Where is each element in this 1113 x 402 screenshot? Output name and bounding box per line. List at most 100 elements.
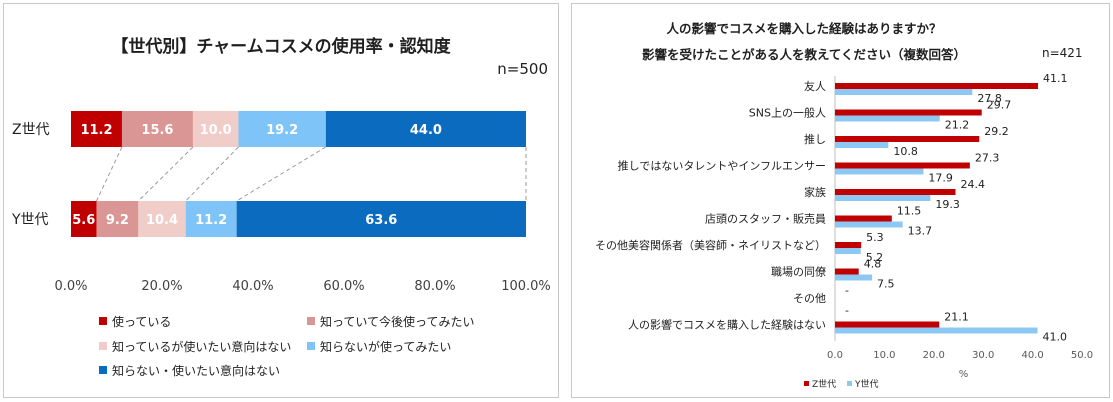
- right-sample-size: n=421: [1042, 46, 1083, 60]
- bar-segment: [192, 111, 239, 147]
- bar: [835, 327, 1038, 334]
- bar: [835, 195, 931, 201]
- bar: [835, 215, 892, 222]
- right-chart-title-line1: 人の影響でコスメを購入した経験はありますか？: [666, 21, 941, 36]
- data-label: 19.2: [266, 123, 298, 138]
- series-connector-line: [185, 146, 239, 202]
- data-label: 29.2: [984, 125, 1009, 138]
- category-label: SNS上の一般人: [749, 107, 826, 120]
- bar: [835, 83, 1039, 89]
- data-label: 9.2: [106, 213, 129, 228]
- data-label: -: [845, 284, 849, 297]
- data-label: 44.0: [410, 123, 442, 138]
- bar-segment: [185, 201, 237, 237]
- bar-segment: [238, 111, 326, 147]
- category-label: 推し: [804, 132, 826, 146]
- left-sample-size: n=500: [497, 60, 548, 78]
- data-label: 11.2: [195, 213, 227, 228]
- data-label: -: [845, 304, 849, 317]
- data-label: 24.4: [961, 178, 986, 191]
- legend-label: 知らない・使いたい意向はない: [112, 363, 280, 378]
- bar: [835, 162, 970, 169]
- data-label: 27.8: [977, 92, 1002, 105]
- data-label: 5.3: [866, 231, 884, 244]
- bar: [835, 136, 980, 142]
- legend-item: Z世代: [804, 378, 836, 390]
- data-label: 7.5: [877, 278, 895, 291]
- x-tick-label: 0.0: [827, 350, 843, 361]
- legend-item: 知っていて今後使ってみたい: [307, 314, 474, 329]
- category-label: その他: [793, 292, 826, 305]
- series-connector-line: [236, 146, 327, 202]
- category-label: その他美容関係者（美容師・ネイリストなど）: [595, 238, 826, 252]
- legend-item: 知らないが使ってみたい: [307, 339, 451, 354]
- bar: [835, 268, 859, 275]
- category-label: 家族: [804, 185, 826, 199]
- category-label: Y世代: [11, 212, 49, 228]
- data-label: 10.4: [146, 213, 178, 228]
- right-chart-panel: 人の影響でコスメを購入した経験はありますか？ 影響を受けたことがある人を教えてく…: [571, 3, 1110, 398]
- x-tick-label: 0.0%: [54, 279, 87, 294]
- x-tick-label: 80.0%: [414, 279, 455, 294]
- bar-segment: [236, 201, 526, 237]
- x-axis-title: %: [959, 369, 969, 380]
- x-tick-label: 40.0: [1021, 350, 1043, 361]
- category-label: 店頭のスタッフ・販売員: [705, 212, 826, 226]
- data-label: 21.2: [945, 119, 970, 132]
- data-label: 11.2: [80, 123, 112, 138]
- x-tick-label: 10.0: [873, 350, 895, 361]
- legend-label: 知っていて今後使ってみたい: [320, 314, 474, 329]
- legend-swatch: [99, 366, 107, 374]
- data-label: 41.1: [1043, 72, 1068, 85]
- x-tick-label: 20.0: [923, 350, 945, 361]
- data-label: 11.5: [897, 205, 922, 218]
- legend-swatch: [307, 317, 315, 325]
- data-label: 19.3: [935, 198, 960, 211]
- bar-segment: [71, 201, 97, 237]
- bar: [835, 221, 903, 228]
- legend-swatch: [307, 342, 315, 350]
- legend-swatch: [99, 317, 107, 325]
- legend-item: 知っているが使いたい意向はない: [99, 339, 291, 354]
- grouped-bar-chart: 人の影響でコスメを購入した経験はありますか？ 影響を受けたことがある人を教えてく…: [595, 21, 1093, 390]
- legend-item: 知らない・使いたい意向はない: [99, 363, 280, 378]
- legend-label: 知っているが使いたい意向はない: [112, 339, 291, 354]
- data-label: 29.7: [987, 99, 1012, 112]
- bar: [835, 115, 940, 122]
- legend-item: Y世代: [847, 378, 879, 390]
- legend-label: 知らないが使ってみたい: [320, 339, 451, 354]
- bar-segment: [96, 201, 139, 237]
- bar: [835, 109, 982, 116]
- x-tick-label: 60.0%: [323, 279, 364, 294]
- data-label: 13.7: [908, 225, 933, 238]
- right-chart-title-line2: 影響を受けたことがある人を教えてください（複数回答）: [642, 47, 966, 62]
- legend-item: 使っている: [99, 314, 171, 329]
- data-label: 5.2: [866, 251, 884, 264]
- legend-swatch: [99, 342, 107, 350]
- left-chart-panel: 【世代別】チャームコスメの使用率・認知度 n=500 Z世代 11.2 15.6 10…: [3, 3, 559, 398]
- legend-swatch: [847, 381, 852, 386]
- data-label: 63.6: [365, 213, 397, 228]
- legend-swatch: [804, 381, 809, 386]
- x-tick-label: 40.0%: [232, 279, 273, 294]
- x-tick-label: 50.0: [1071, 350, 1093, 361]
- x-tick-label: 100.0%: [501, 279, 551, 294]
- category-label: 人の影響でコスメを購入した経験はない: [628, 318, 826, 332]
- stacked-bar-chart: 【世代別】チャームコスメの使用率・認知度 n=500 Z世代 11.2 15.6 10…: [11, 36, 551, 378]
- bar-segment: [121, 111, 193, 147]
- data-label: 41.0: [1043, 331, 1068, 344]
- data-label: 17.9: [928, 172, 953, 185]
- data-label: 21.1: [944, 311, 969, 324]
- bar-segment: [325, 111, 526, 147]
- bar: [835, 248, 861, 254]
- category-label: 職場の同僚: [771, 266, 826, 279]
- category-label: Z世代: [12, 122, 50, 138]
- legend-label: 使っている: [112, 314, 171, 329]
- bar: [835, 242, 862, 248]
- data-label: 15.6: [141, 123, 173, 138]
- x-tick-label: 30.0: [972, 350, 994, 361]
- bar: [835, 274, 873, 281]
- category-label: 推しではないタレントやインフルエンサー: [618, 159, 826, 173]
- data-label: 10.8: [893, 145, 918, 158]
- bar: [835, 142, 889, 148]
